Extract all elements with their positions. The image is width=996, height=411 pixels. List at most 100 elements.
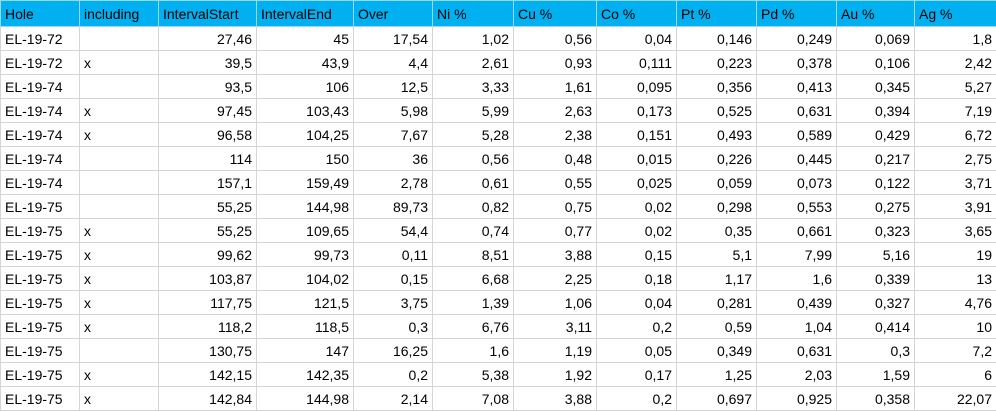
cell: 0,05 [597,339,677,363]
cell: 0,349 [677,339,757,363]
cell: 1,04 [757,315,837,339]
cell: 45 [257,27,354,51]
cell: 0,77 [514,219,597,243]
cell: 117,75 [159,291,257,315]
cell: 0,358 [837,387,915,411]
cell: 0,2 [354,363,433,387]
header-cell: Pd % [757,1,837,27]
cell: 1,02 [433,27,514,51]
cell: x [80,315,159,339]
cell: 0,345 [837,75,915,99]
cell: EL-19-72 [1,51,80,75]
cell: 159,49 [257,171,354,195]
cell: EL-19-75 [1,363,80,387]
cell: 0,445 [757,147,837,171]
cell: 0,217 [837,147,915,171]
cell: 22,07 [915,387,996,411]
cell: EL-19-74 [1,123,80,147]
cell: 0,56 [433,147,514,171]
cell: 0,589 [757,123,837,147]
cell: 1,6 [757,267,837,291]
cell: 7,08 [433,387,514,411]
header-cell: Hole [1,1,80,27]
cell: 4,76 [915,291,996,315]
cell: 2,38 [514,123,597,147]
cell: 1,8 [915,27,996,51]
cell [80,195,159,219]
cell: 0,35 [677,219,757,243]
cell: 43,9 [257,51,354,75]
cell: 2,78 [354,171,433,195]
cell: 0,59 [677,315,757,339]
cell: 0,2 [597,315,677,339]
cell: 12,5 [354,75,433,99]
cell: 3,71 [915,171,996,195]
cell: 0,631 [757,99,837,123]
cell: 7,67 [354,123,433,147]
cell: x [80,363,159,387]
cell: 0,525 [677,99,757,123]
cell: 103,87 [159,267,257,291]
cell: x [80,267,159,291]
cell: x [80,243,159,267]
cell: 6 [915,363,996,387]
cell: x [80,123,159,147]
cell: x [80,291,159,315]
cell: 0,661 [757,219,837,243]
cell: 0,55 [514,171,597,195]
cell: 2,03 [757,363,837,387]
cell: 39,5 [159,51,257,75]
cell: 157,1 [159,171,257,195]
cell: 97,45 [159,99,257,123]
cell: 0,631 [757,339,837,363]
cell: 1,39 [433,291,514,315]
cell: 5,99 [433,99,514,123]
cell: 3,91 [915,195,996,219]
cell: 5,1 [677,243,757,267]
cell: 2,61 [433,51,514,75]
cell: EL-19-75 [1,291,80,315]
cell: 0,069 [837,27,915,51]
cell: 0,298 [677,195,757,219]
cell: 1,92 [514,363,597,387]
cell: 17,54 [354,27,433,51]
cell: 0,697 [677,387,757,411]
cell: 0,93 [514,51,597,75]
cell: 54,4 [354,219,433,243]
cell: 8,51 [433,243,514,267]
cell: 0,025 [597,171,677,195]
cell: 93,5 [159,75,257,99]
cell: 0,095 [597,75,677,99]
cell: x [80,219,159,243]
cell: 99,62 [159,243,257,267]
header-cell: Co % [597,1,677,27]
cell: 7,2 [915,339,996,363]
cell: x [80,51,159,75]
cell: 3,75 [354,291,433,315]
cell: 0,04 [597,27,677,51]
cell: 5,16 [837,243,915,267]
cell: 0,111 [597,51,677,75]
cell: 118,2 [159,315,257,339]
cell: 144,98 [257,387,354,411]
cell: 1,61 [514,75,597,99]
cell: 27,46 [159,27,257,51]
cell: 0,61 [433,171,514,195]
cell: 150 [257,147,354,171]
cell: 0,925 [757,387,837,411]
cell: 0,378 [757,51,837,75]
cell: 0,04 [597,291,677,315]
cell: 0,56 [514,27,597,51]
cell: 103,43 [257,99,354,123]
cell: 0,226 [677,147,757,171]
cell: 0,15 [597,243,677,267]
